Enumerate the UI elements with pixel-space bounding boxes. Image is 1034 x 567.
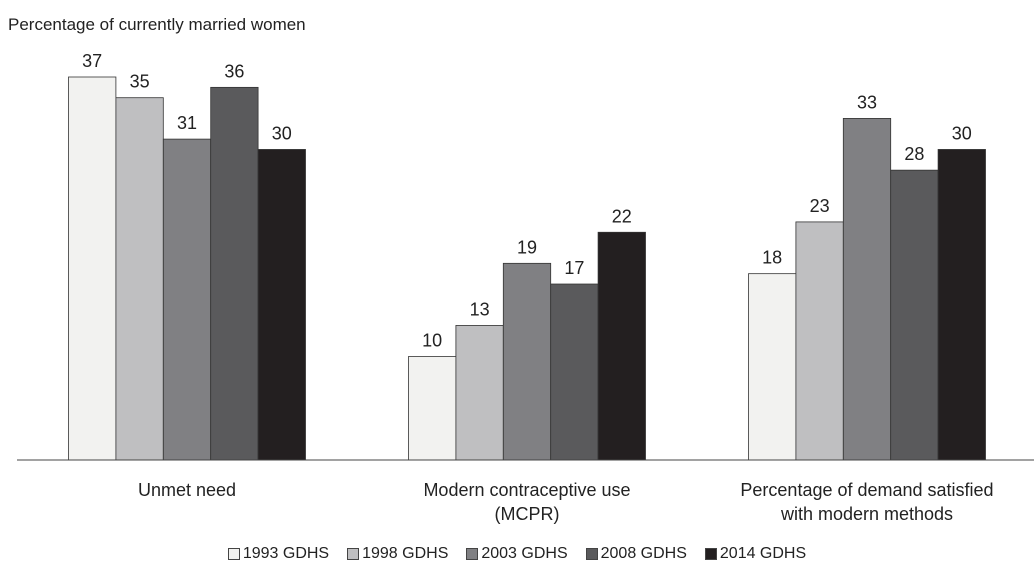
bar: [842, 118, 892, 461]
legend-label: 1998 GDHS: [362, 545, 449, 562]
bar: [550, 283, 599, 461]
value-label: 17: [564, 258, 584, 278]
value-label: 33: [857, 92, 877, 112]
bar: [68, 76, 117, 461]
legend-item: 2003 GDHS: [466, 545, 568, 563]
value-label: 30: [272, 123, 292, 143]
bar: [748, 273, 797, 461]
value-label: 31: [177, 113, 197, 133]
legend-item: 1998 GDHS: [347, 545, 448, 563]
bar: [937, 149, 986, 461]
value-label: 10: [422, 330, 442, 350]
value-label: 23: [810, 196, 830, 216]
x-tick-label: Modern contraceptive use (MCPR): [423, 480, 631, 524]
legend-label: 1993 GDHS: [242, 545, 330, 562]
bar: [210, 86, 259, 461]
value-label: 30: [952, 123, 972, 143]
legend-item: 2014 GDHS: [704, 545, 807, 563]
value-label: 13: [470, 299, 490, 319]
bar: [795, 221, 844, 461]
x-tick-label: Unmet need: [137, 480, 237, 500]
value-label: 19: [517, 237, 537, 257]
bar: [257, 149, 306, 461]
legend-item: 2008 GDHS: [585, 545, 687, 563]
legend-label: 2014 GDHS: [719, 545, 807, 562]
legend-swatch: [347, 548, 360, 560]
legend-swatch: [227, 548, 240, 560]
bar: [162, 138, 212, 461]
bar: [502, 262, 552, 461]
legend-item: 1993 GDHS: [227, 545, 330, 563]
value-label: 18: [762, 248, 782, 268]
bar: [597, 231, 646, 461]
value-label: 37: [82, 51, 102, 71]
value-label: 22: [612, 206, 632, 226]
bar: [115, 97, 164, 461]
x-tick-label: Percentage of demand satisfied with mode…: [740, 480, 994, 524]
legend: 1993 GDHS 1998 GDHS 2003 GDHS 2008 GDHS 2014…: [0, 545, 1034, 563]
value-label: 28: [904, 144, 924, 164]
legend-label: 2003 GDHS: [481, 545, 568, 562]
value-label: 36: [224, 61, 244, 81]
legend-swatch: [704, 548, 717, 560]
bar: [408, 356, 457, 461]
y-axis-title: Percentage of currently married women: [8, 15, 306, 34]
bar: [890, 169, 939, 461]
legend-swatch: [466, 548, 479, 560]
legend-swatch: [585, 548, 598, 560]
legend-label: 2008 GDHS: [600, 545, 687, 562]
value-label: 35: [130, 72, 150, 92]
bar: [455, 325, 504, 461]
